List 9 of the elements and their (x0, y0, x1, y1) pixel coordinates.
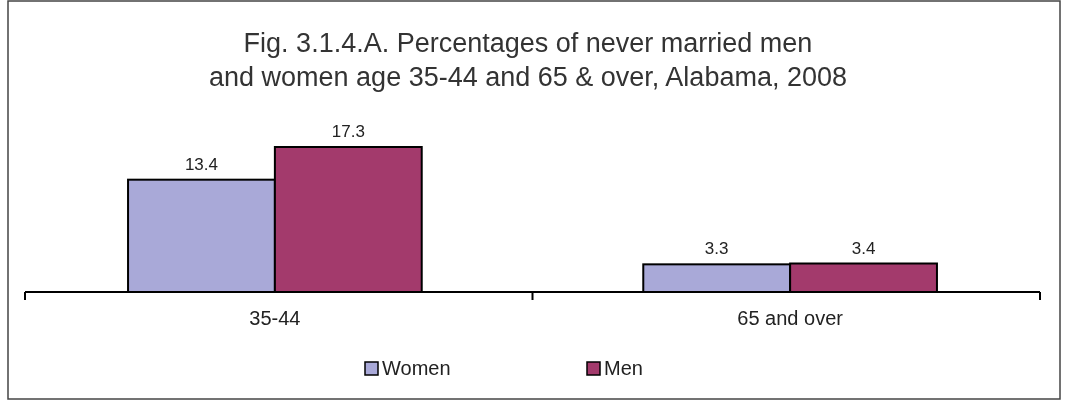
x-tick-label: 35-44 (249, 307, 301, 329)
data-label: 17.3 (331, 122, 365, 141)
x-tick-label: 65 and over (737, 307, 844, 329)
chart-title: Fig. 3.1.4.A. Percentages of never married men and women age 35-44 and 65 & over, Alabama, 2008 (209, 28, 847, 92)
legend-label: Men (604, 357, 643, 379)
data-label: 3.4 (851, 238, 876, 258)
legend-label: Women (382, 357, 451, 379)
data-label: 3.3 (704, 239, 729, 259)
data-label: 13.4 (184, 154, 219, 174)
